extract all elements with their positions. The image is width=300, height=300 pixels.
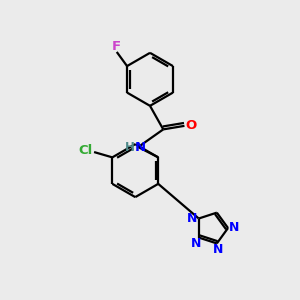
Text: H: H — [124, 141, 134, 154]
Text: N: N — [187, 212, 197, 225]
Text: Cl: Cl — [79, 144, 93, 158]
Text: O: O — [185, 119, 197, 132]
Text: N: N — [191, 237, 202, 250]
Text: F: F — [112, 40, 121, 53]
Text: N: N — [213, 243, 224, 256]
Text: N: N — [229, 221, 240, 234]
Text: N: N — [135, 141, 146, 154]
